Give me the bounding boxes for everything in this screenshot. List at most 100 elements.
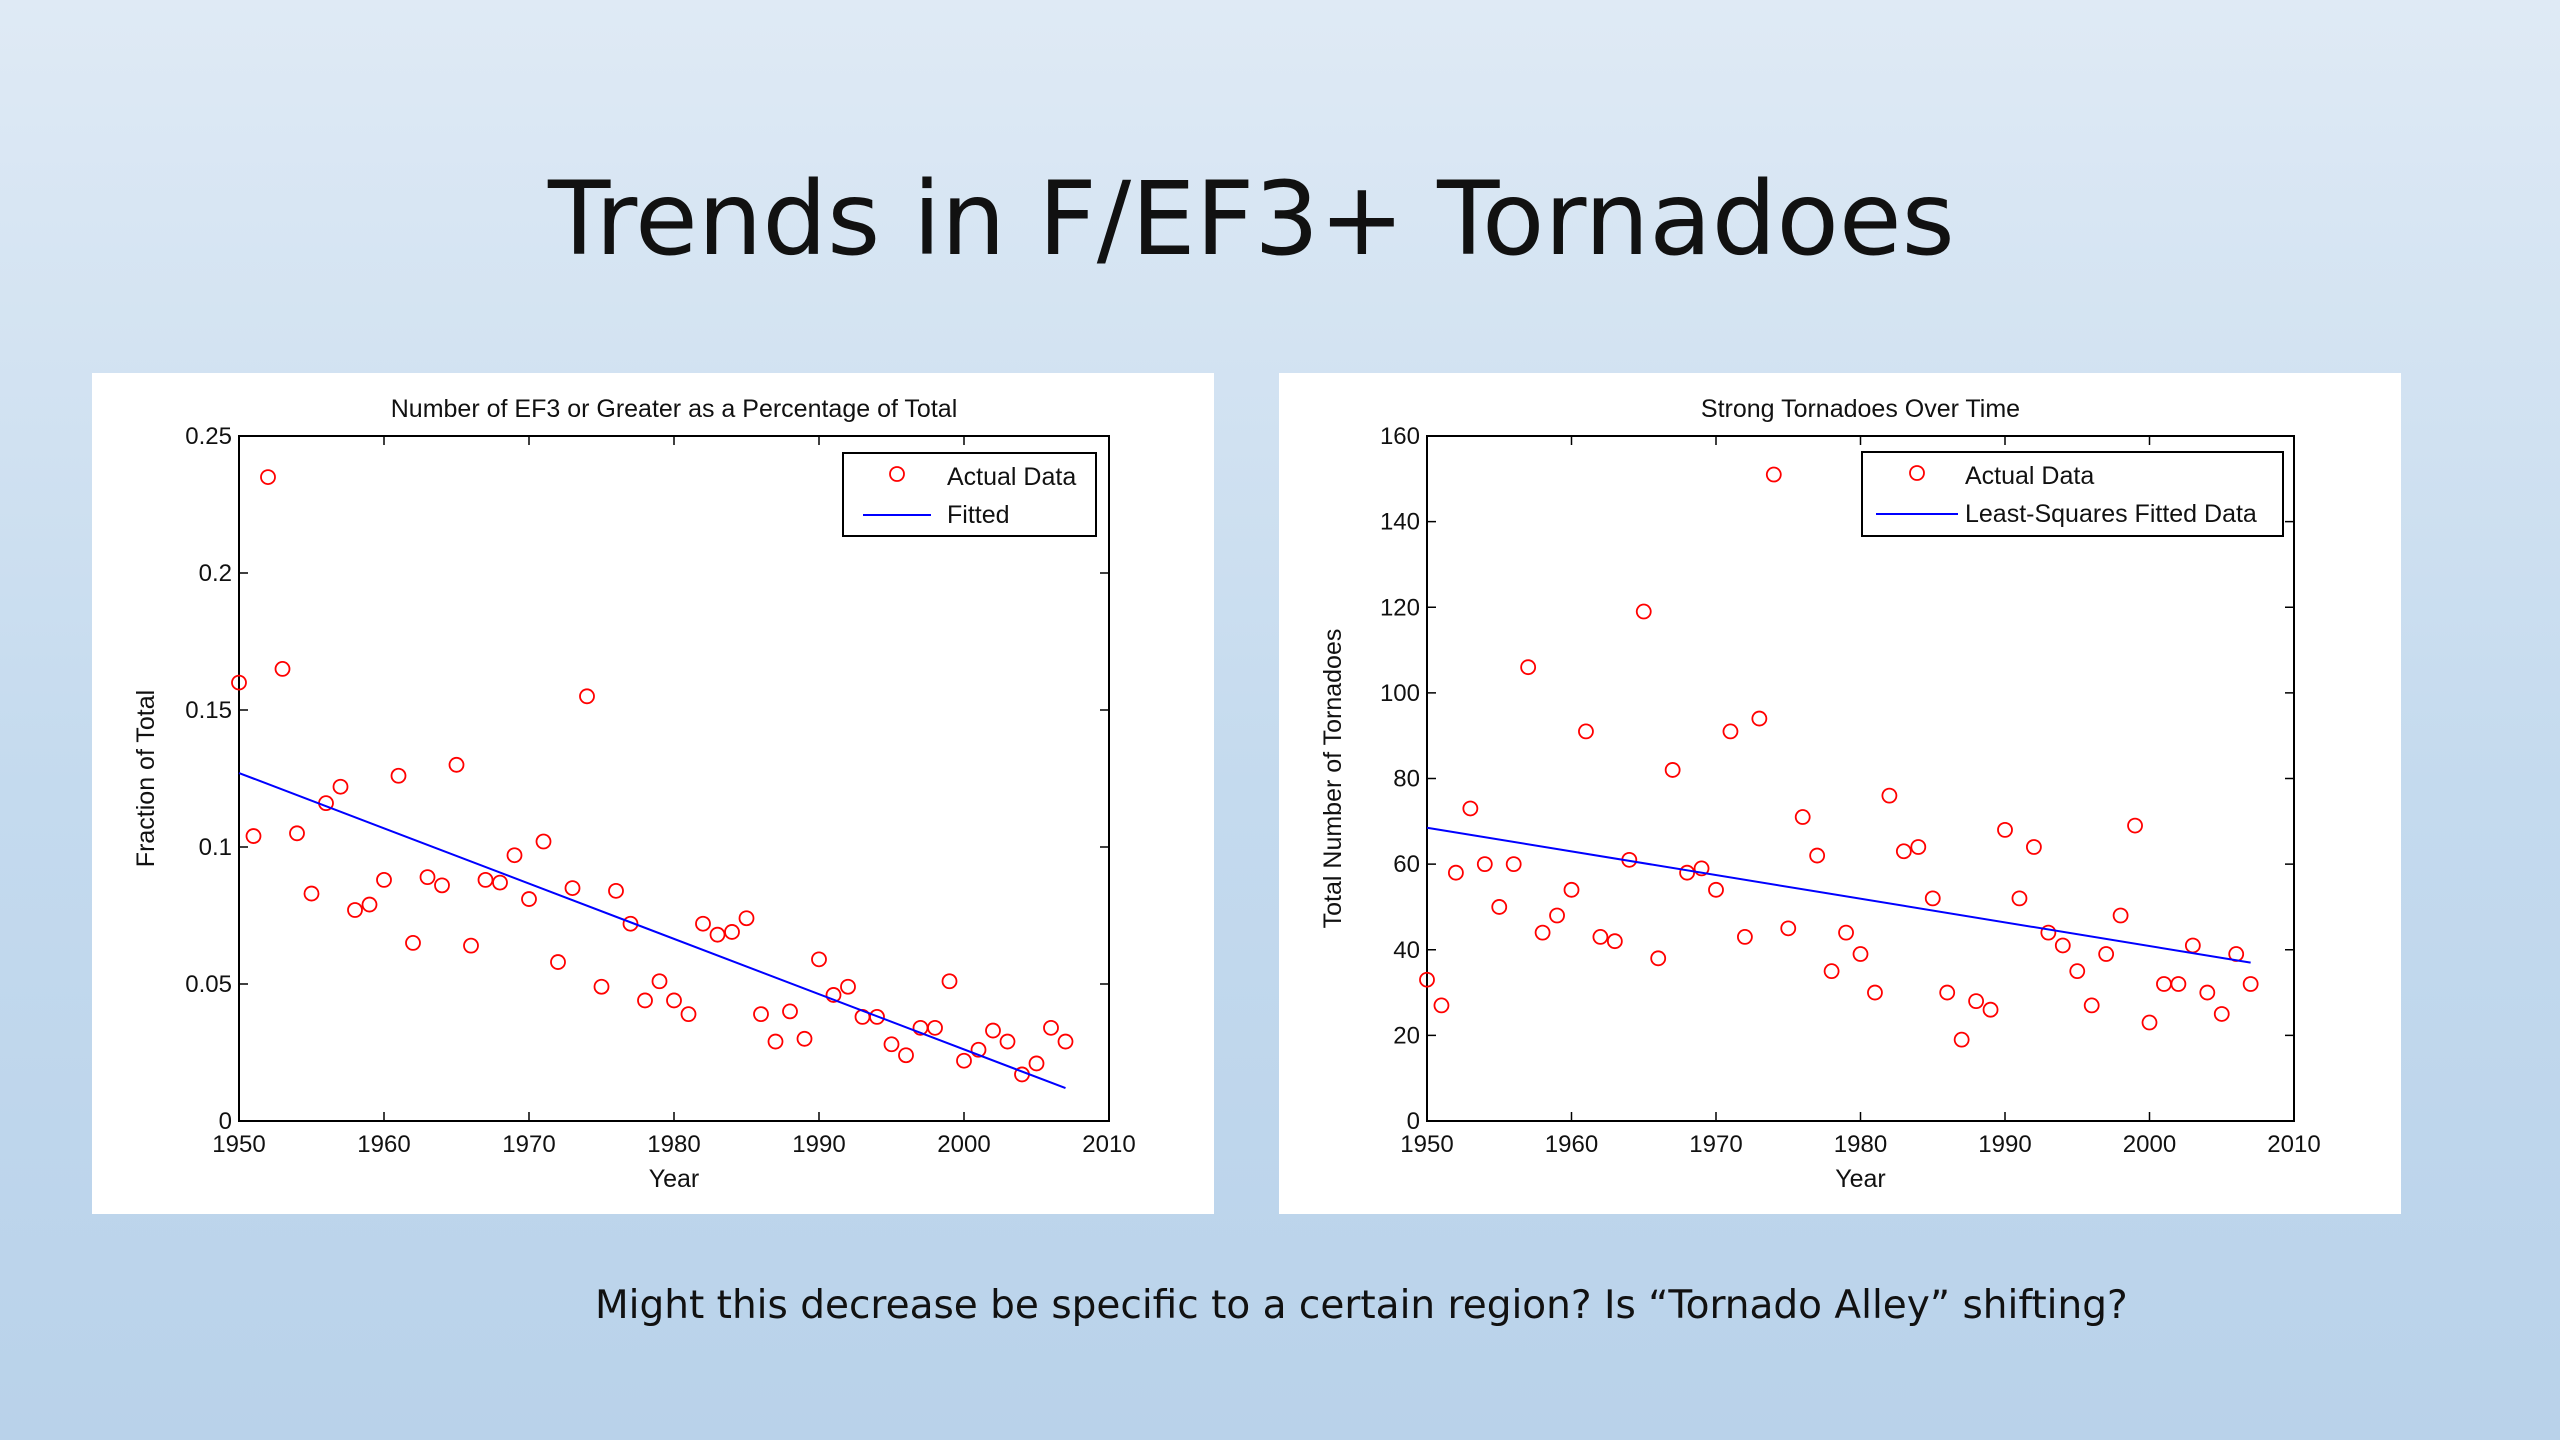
x-tick-label: 1960 <box>1545 1131 1598 1158</box>
data-point <box>724 924 740 940</box>
data-point <box>1491 899 1508 915</box>
y-tick-label: 0.2 <box>199 560 232 587</box>
data-point <box>767 1033 784 1050</box>
data-point <box>1505 856 1522 873</box>
x-tick-label: 2000 <box>937 1131 990 1158</box>
slide-title: Trends in F/EF3+ Tornadoes <box>548 160 1955 279</box>
y-tick-label: 120 <box>1380 594 1420 621</box>
legend-marker-swatch <box>889 466 905 482</box>
data-point <box>1693 860 1710 877</box>
data-point <box>2199 984 2216 1001</box>
data-point <box>666 992 682 1009</box>
data-point <box>637 992 653 1009</box>
data-point <box>1809 847 1826 864</box>
legend-entry-label: Actual Data <box>1965 462 2094 490</box>
x-tick-label: 1990 <box>792 1131 845 1158</box>
x-tick-label: 1950 <box>1400 1131 1453 1158</box>
data-point <box>1867 984 1883 1001</box>
x-tick-label: 1990 <box>1978 1131 2031 1158</box>
data-point <box>1520 659 1537 676</box>
y-tick-label: 0.05 <box>185 971 232 998</box>
data-point <box>608 882 624 899</box>
data-point <box>332 778 349 795</box>
data-point <box>376 871 392 888</box>
data-point <box>245 828 262 844</box>
data-point <box>1751 710 1768 727</box>
data-point <box>796 1030 813 1047</box>
data-point <box>825 987 842 1003</box>
data-point <box>2242 976 2259 992</box>
data-point <box>1476 856 1493 873</box>
y-tick-label: 0 <box>219 1108 232 1135</box>
data-point <box>1780 920 1797 937</box>
data-point <box>448 756 465 773</box>
data-point <box>709 926 726 943</box>
data-point <box>2213 1006 2230 1022</box>
data-point <box>2026 839 2042 855</box>
data-point <box>1057 1033 1074 1050</box>
x-tick-label: 1950 <box>212 1131 265 1158</box>
y-tick-label: 0.25 <box>185 423 232 450</box>
right-chart: Strong Tornadoes Over Time 1950 1960 1970 19… <box>1319 395 2321 1193</box>
data-point <box>434 877 450 894</box>
data-point <box>1578 723 1594 740</box>
x-tick-label: 1970 <box>1689 1131 1742 1158</box>
data-point <box>1606 933 1623 950</box>
data-point <box>1433 997 1450 1014</box>
y-tick-label: 20 <box>1393 1022 1420 1049</box>
y-tick-label: 100 <box>1380 680 1420 707</box>
data-point <box>622 915 639 932</box>
data-point <box>1736 929 1753 945</box>
right-chart-panel: Strong Tornadoes Over Time 1950 1960 1970 19… <box>1279 373 2401 1214</box>
data-point <box>1794 809 1811 825</box>
data-point <box>274 660 291 677</box>
data-point <box>970 1041 987 1058</box>
plot-area-frame <box>238 435 1110 1122</box>
data-point <box>738 910 755 927</box>
data-point <box>1635 603 1652 620</box>
data-point <box>898 1047 914 1064</box>
data-point <box>1852 946 1869 962</box>
data-point <box>1939 984 1956 1001</box>
data-point <box>1462 800 1479 817</box>
y-tick-label: 60 <box>1393 851 1420 878</box>
y-tick-label: 0.1 <box>199 834 232 861</box>
data-point <box>2011 890 2028 907</box>
x-tick-label: 1970 <box>502 1131 555 1158</box>
y-axis-label: Total Number of Tornadoes <box>1319 629 1347 929</box>
legend-box <box>842 452 1097 537</box>
data-point <box>550 954 566 970</box>
data-point <box>564 880 581 896</box>
data-point <box>579 688 595 705</box>
data-point <box>405 935 421 951</box>
data-point <box>1953 1031 1970 1048</box>
data-point <box>1968 993 1984 1010</box>
data-point <box>1549 907 1565 924</box>
data-point <box>956 1052 972 1069</box>
x-tick-label: 2010 <box>1082 1131 1135 1158</box>
data-point <box>2069 963 2086 980</box>
x-tick-label: 1980 <box>647 1131 700 1158</box>
legend-entry-label: Actual Data <box>947 463 1076 491</box>
legend-entry-label: Fitted <box>947 501 1010 529</box>
data-point <box>651 973 668 990</box>
data-point <box>2083 997 2100 1014</box>
fitted-line <box>1426 826 2251 964</box>
data-point <box>2112 907 2129 924</box>
data-point <box>1447 864 1464 881</box>
data-point <box>869 1008 885 1025</box>
data-point <box>1982 1001 1999 1018</box>
fitted-line <box>238 772 1066 1090</box>
data-point <box>231 674 247 691</box>
data-point <box>883 1036 900 1053</box>
data-point <box>390 767 407 784</box>
data-point <box>347 902 363 918</box>
left-chart-panel: Number of EF3 or Greater as a Percentage… <box>92 373 1214 1214</box>
data-point <box>2098 946 2115 962</box>
data-point <box>289 825 305 842</box>
data-point <box>680 1006 697 1023</box>
x-axis-label: Year <box>1835 1165 1886 1193</box>
legend-marker-swatch <box>1909 465 1925 481</box>
legend-entry-label: Least-Squares Fitted Data <box>1965 500 2257 528</box>
y-tick-label: 0 <box>1407 1108 1420 1135</box>
